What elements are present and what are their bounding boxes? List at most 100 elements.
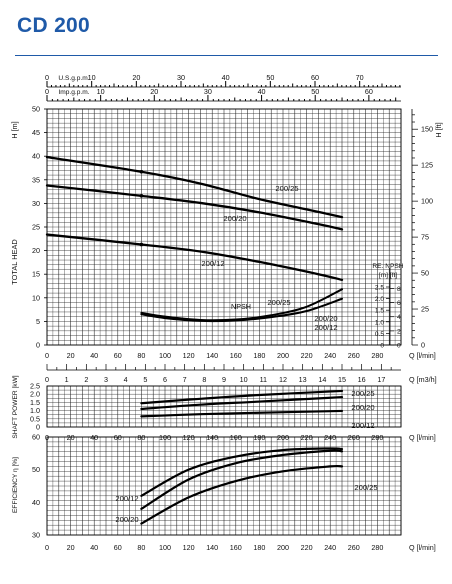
head-grid [46, 108, 402, 346]
head-point-marker [139, 169, 144, 174]
us-gpm-tick-label: 10 [88, 73, 96, 82]
m3h-tick-label: 3 [104, 375, 108, 384]
us-gpm-tick-label: 70 [356, 73, 364, 82]
power-ylabel: SHAFT POWER [kW] [12, 375, 19, 438]
head-curve-200-25 [45, 155, 344, 219]
eff-grid [46, 436, 402, 536]
head-y-tick-label: 15 [32, 270, 40, 279]
power-curve-200-25 [140, 389, 344, 405]
us-gpm-tick-label: 50 [266, 73, 274, 82]
eff-x-tick-label: 60 [114, 543, 122, 552]
head-ft-tick-label: 125 [421, 161, 433, 170]
imp-gpm-tick-label: 20 [150, 87, 158, 96]
eff-x-tick-label: 0 [45, 543, 49, 552]
title-rule [15, 55, 438, 56]
page-title: CD 200 [17, 14, 91, 37]
m3h-xlabel: Q [m3/h] [409, 375, 437, 384]
head-y-tick-label: 40 [32, 152, 40, 161]
m3h-tick-label: 0 [45, 375, 49, 384]
us-gpm-tick-label: 30 [177, 73, 185, 82]
power-y-tick-label: 1.5 [30, 398, 40, 407]
power-y-tick-label: 1.0 [30, 406, 40, 415]
m3h-tick-label: 13 [299, 375, 307, 384]
head-xlabel: Q [l/min] [409, 351, 436, 360]
head-y-tick-label: 10 [32, 293, 40, 302]
power-label-200-25: 200/25 [351, 389, 374, 398]
head-x-tick-label: 80 [137, 351, 145, 360]
eff-curve-200-25 [140, 464, 344, 525]
head-x-tick-label: 0 [45, 351, 49, 360]
head-ft-tick-label: 50 [421, 269, 429, 278]
head-ylabel-ft: H [ft] [434, 122, 443, 137]
head-ft-tick-label: 75 [421, 233, 429, 242]
imp-gpm-tick-label: 40 [258, 87, 266, 96]
plot-frame [46, 436, 402, 536]
head-x-tick-label: 60 [114, 351, 122, 360]
curve-label-200-25: 200/25 [275, 184, 298, 193]
npsh-m-tick-label: 1.0 [375, 319, 384, 326]
eff-xlabel: Q [l/min] [409, 543, 436, 552]
head-y-tick-label: 35 [32, 175, 40, 184]
m3h-tick-label: 5 [143, 375, 147, 384]
head-x-tick-label: 220 [301, 351, 313, 360]
m3h-tick-label: 6 [163, 375, 167, 384]
head-x-tick-label: 280 [371, 351, 383, 360]
head-x-tick-label: 240 [324, 351, 336, 360]
npsh-axis-units: [m] [ft] [379, 272, 397, 279]
imp-gpm-tick-label: 60 [365, 87, 373, 96]
eff-x-tick-label: 20 [67, 543, 75, 552]
eff-curve-200-12 [140, 447, 344, 497]
imp-gpm-tick-label: 10 [97, 87, 105, 96]
head-point-marker [139, 242, 144, 247]
head-x-tick-label: 120 [183, 351, 195, 360]
curve-label-200-20: 200/20 [223, 214, 246, 223]
npsh-m-tick-label: 0.5 [375, 331, 384, 338]
power-grid [46, 385, 402, 428]
head-x-tick-label: 100 [159, 351, 171, 360]
head-y-tick-label: 30 [32, 199, 40, 208]
head-ft-tick-label: 100 [421, 197, 433, 206]
power-curve-200-12 [140, 409, 344, 418]
curve-label-npsh-200-25: 200/25 [267, 298, 290, 307]
npsh-axis-label: RE. NPSH [372, 263, 403, 270]
power-y-tick-label: 0 [36, 423, 40, 432]
eff-x-tick-label: 40 [90, 543, 98, 552]
eff-x-tick-label: 200 [277, 543, 289, 552]
eff-x-tick-label: 260 [348, 543, 360, 552]
head-y-tick-label: 50 [32, 105, 40, 114]
m3h-tick-label: 8 [202, 375, 206, 384]
npsh-ft-tick-label: 6 [397, 300, 401, 307]
eff-x-tick-label: 280 [371, 543, 383, 552]
npsh-ft-tick-label: 8 [397, 286, 401, 293]
head-ft-tick-label: 150 [421, 125, 433, 134]
head-point-marker [139, 194, 144, 198]
m3h-tick-label: 9 [222, 375, 226, 384]
eff-label-200-12: 200/12 [115, 494, 138, 503]
head-ylabel-m: H [m] [10, 121, 19, 138]
power-y-tick-label: 2.0 [30, 390, 40, 399]
npsh-ft-tick-label: 0 [397, 343, 401, 350]
imp-gpm-tick-label: 30 [204, 87, 212, 96]
head-x-tick-label: 180 [253, 351, 265, 360]
head-y-tick-label: 5 [36, 317, 40, 326]
head-x-tick-label: 160 [230, 351, 242, 360]
curve-label-200-12: 200/12 [201, 259, 224, 268]
curve-label-npsh-200-20: 200/20 [314, 314, 337, 323]
eff-x-tick-label: 220 [301, 543, 313, 552]
head-x-tick-label: 140 [206, 351, 218, 360]
imp-gpm-label: Imp.g.p.m. [58, 89, 89, 96]
head-curve-200-20 [45, 184, 344, 231]
head-x-tick-label: 20 [67, 351, 75, 360]
eff-x-tick-label: 160 [230, 543, 242, 552]
m3h-tick-label: 15 [338, 375, 346, 384]
power-label-200-20: 200/20 [351, 403, 374, 412]
head-side-label: TOTAL HEAD [10, 239, 19, 284]
eff-label-200-20: 200/20 [115, 515, 138, 524]
head-x-tick-label: 200 [277, 351, 289, 360]
eff-y-tick-label: 30 [32, 531, 40, 540]
head-curve-npsh-2 [140, 297, 343, 323]
head-y-tick-label: 25 [32, 223, 40, 232]
head-curve-200-12 [45, 233, 344, 282]
npsh-m-tick-label: 2.5 [375, 285, 384, 292]
